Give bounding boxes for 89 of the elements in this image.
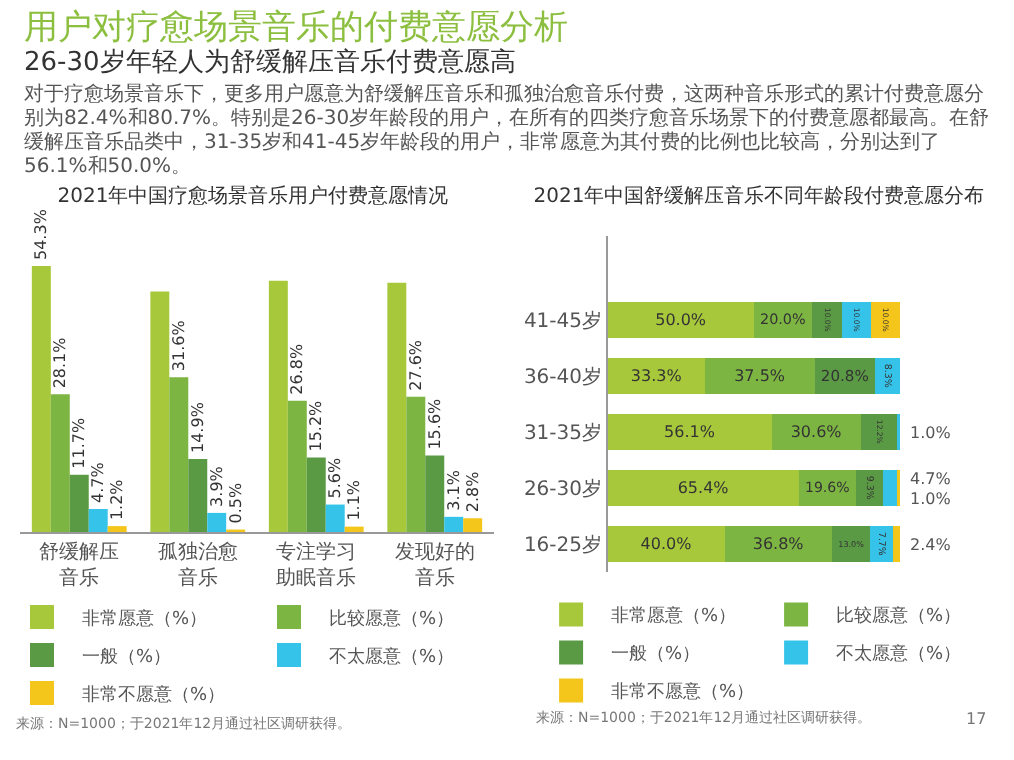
chart-title: 用户对疗愈场景音乐的付费意愿分析 bbox=[24, 8, 570, 48]
data-label: 2.8% bbox=[463, 470, 482, 513]
bar bbox=[705, 357, 815, 395]
bar bbox=[31, 266, 51, 532]
data-label: 54.3% bbox=[32, 208, 51, 260]
bar bbox=[188, 459, 208, 532]
data-label: 1.1% bbox=[345, 479, 364, 521]
legend-label: 一般（%） bbox=[82, 646, 172, 669]
data-label: 3.1% bbox=[444, 469, 463, 511]
x-tick-label: 舒缓解压音乐 bbox=[39, 540, 120, 590]
bar bbox=[608, 413, 772, 451]
x-tick-label: 发现好的音乐 bbox=[394, 542, 475, 590]
text: 2021年中国疗愈场景音乐用户付费意愿情况 bbox=[57, 184, 449, 209]
bar bbox=[169, 377, 189, 532]
data-label: 30.6% bbox=[790, 423, 843, 441]
data-label: 19.6% bbox=[804, 478, 851, 497]
bar bbox=[325, 504, 345, 532]
data-label: 0.5% bbox=[226, 482, 245, 524]
bar bbox=[306, 457, 326, 532]
data-label: 33.3% bbox=[630, 367, 683, 385]
data-label: 20.0% bbox=[760, 310, 807, 329]
data-label: 1.0% bbox=[910, 490, 952, 508]
bar bbox=[608, 525, 725, 563]
data-label: 50.0% bbox=[655, 311, 707, 329]
data-label: 27.6% bbox=[406, 339, 425, 391]
data-label: 1.0% bbox=[910, 424, 952, 442]
data-label: 65.4% bbox=[677, 479, 730, 497]
x-tick-label: 专注学习助眠音乐 bbox=[276, 540, 357, 590]
data-label: 5.6% bbox=[326, 457, 345, 499]
data-label: 28.1% bbox=[51, 336, 70, 389]
data-label: 36.8% bbox=[752, 535, 805, 553]
bar bbox=[870, 525, 893, 563]
data-label: 26.8% bbox=[288, 343, 307, 395]
bar bbox=[608, 357, 706, 395]
bar bbox=[344, 526, 364, 532]
x-tick-label: 孤独治愈音乐 bbox=[157, 540, 238, 590]
data-label: 20.8% bbox=[820, 366, 869, 385]
bar bbox=[69, 474, 89, 532]
data-label: 40.0% bbox=[640, 535, 693, 553]
data-label: 3.9% bbox=[207, 465, 226, 507]
bar bbox=[463, 518, 483, 532]
legend-label: 不太愿意（%） bbox=[836, 643, 962, 666]
text: 17 bbox=[966, 710, 987, 728]
bar bbox=[444, 516, 464, 532]
legend-label: 非常愿意（%） bbox=[82, 608, 208, 631]
bar bbox=[608, 301, 754, 339]
bar bbox=[207, 512, 227, 532]
bar bbox=[268, 280, 288, 532]
chart-subtitle: 26-30岁年轻人为舒缓解压音乐付费意愿高 bbox=[24, 48, 518, 80]
legend-label: 非常不愿意（%） bbox=[82, 684, 226, 707]
data-label: 4.7% bbox=[910, 470, 952, 488]
data-label: 2.4% bbox=[910, 536, 952, 554]
chart-title: 2021年中国舒缓解压音乐不同年龄段付费意愿分布 bbox=[533, 184, 985, 209]
data-label: 1.2% bbox=[108, 478, 127, 521]
bar bbox=[812, 301, 842, 339]
y-tick-label: 26-30岁 bbox=[523, 477, 602, 501]
bar bbox=[107, 526, 127, 532]
y-tick-label: 16-25岁 bbox=[523, 533, 602, 557]
data-label: 15.2% bbox=[307, 399, 326, 452]
text: 对于疗愈场景音乐下，更多用户愿意为舒缓解压音乐和孤独治愈音乐付费，这两种音乐形式的累计付费意愿分别为82.4%和80.7%。特别是26-30岁年龄段的用户，在所有的四类疗愈音乐场景下的付费意愿都最高。在舒缓解压音乐品类中，31-35岁和41-45岁年龄段的用户，非常愿意为其付费的比例也比较高，分别达到了56.1%和50.0%。 bbox=[24, 84, 990, 180]
data-label: 37.5% bbox=[734, 367, 786, 385]
bar bbox=[50, 394, 70, 532]
bar bbox=[608, 469, 799, 507]
bar bbox=[861, 413, 897, 451]
data-label: 15.6% bbox=[425, 397, 444, 450]
bar bbox=[724, 525, 833, 563]
data-label: 56.1% bbox=[664, 423, 716, 441]
bar bbox=[150, 291, 170, 532]
legend-label: 非常不愿意（%） bbox=[611, 681, 755, 704]
legend-label: 比较愿意（%） bbox=[329, 608, 455, 631]
bar bbox=[832, 525, 871, 563]
data-label: 31.6% bbox=[169, 319, 188, 372]
legend-label: 比较愿意（%） bbox=[836, 605, 962, 628]
bar bbox=[425, 455, 445, 532]
y-tick-label: 41-45岁 bbox=[523, 309, 602, 333]
bar bbox=[287, 400, 307, 532]
bar bbox=[883, 469, 898, 507]
legend-label: 一般（%） bbox=[611, 643, 701, 666]
data-label: 11.7% bbox=[70, 417, 89, 469]
y-tick-label: 36-40岁 bbox=[523, 365, 602, 389]
bar bbox=[88, 508, 108, 532]
legend-label: 非常愿意（%） bbox=[611, 605, 737, 628]
legend-label: 不太愿意（%） bbox=[329, 646, 455, 669]
data-label: 14.9% bbox=[188, 401, 207, 453]
data-label: 4.7% bbox=[89, 461, 108, 503]
y-tick-label: 31-35岁 bbox=[523, 421, 602, 445]
bar bbox=[406, 396, 426, 532]
bar bbox=[892, 525, 900, 563]
bar bbox=[387, 282, 407, 532]
